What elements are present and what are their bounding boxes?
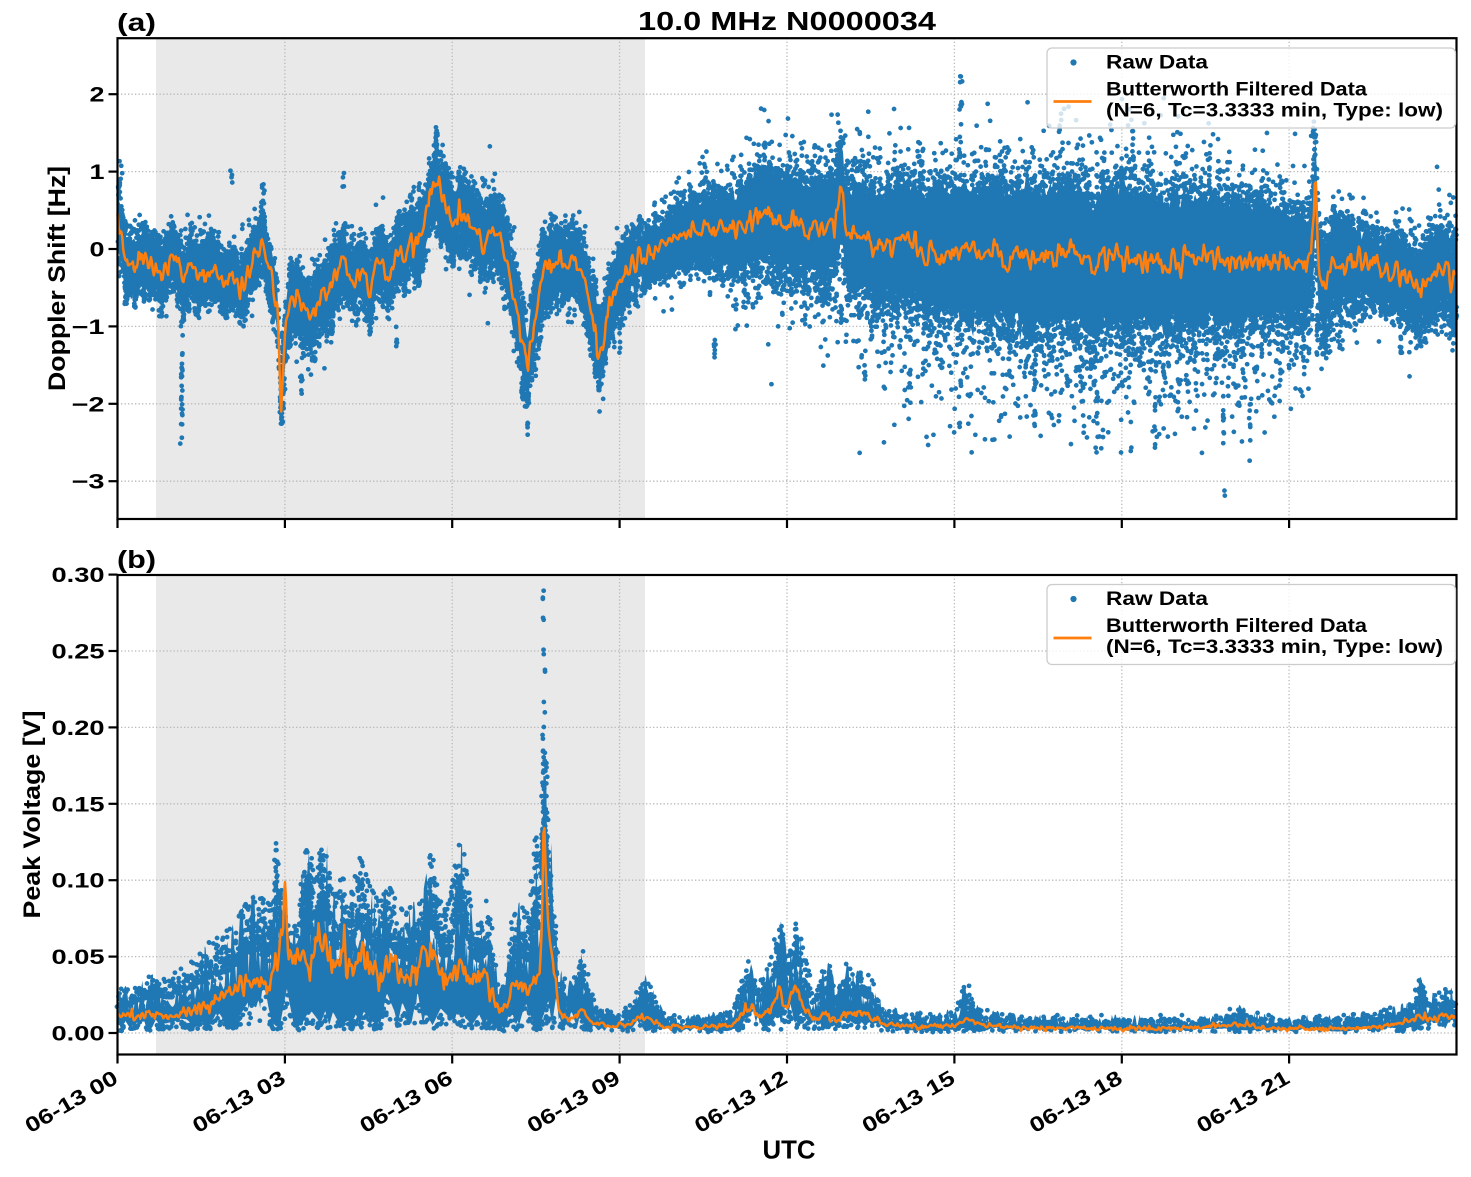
svg-text:0.25: 0.25 bbox=[52, 641, 105, 664]
svg-text:0.00: 0.00 bbox=[52, 1023, 105, 1046]
svg-text:Butterworth Filtered Data: Butterworth Filtered Data bbox=[1106, 616, 1367, 637]
svg-text:0: 0 bbox=[90, 239, 105, 262]
svg-text:Doppler Shift [Hz]: Doppler Shift [Hz] bbox=[44, 166, 71, 391]
svg-text:−2: −2 bbox=[72, 393, 105, 416]
svg-text:(a): (a) bbox=[117, 9, 156, 37]
svg-text:(N=6, Tc=3.3333 min, Type: low: (N=6, Tc=3.3333 min, Type: low) bbox=[1106, 637, 1443, 658]
svg-text:0.30: 0.30 bbox=[52, 564, 105, 587]
svg-text:(N=6, Tc=3.3333 min, Type: low: (N=6, Tc=3.3333 min, Type: low) bbox=[1106, 101, 1443, 122]
svg-text:Raw Data: Raw Data bbox=[1106, 589, 1209, 610]
svg-text:UTC: UTC bbox=[763, 1135, 816, 1165]
svg-text:Peak Voltage [V]: Peak Voltage [V] bbox=[19, 711, 46, 919]
svg-text:0.15: 0.15 bbox=[52, 793, 105, 816]
svg-text:Butterworth Filtered Data: Butterworth Filtered Data bbox=[1106, 80, 1367, 101]
svg-text:10.0 MHz N0000034: 10.0 MHz N0000034 bbox=[638, 6, 937, 36]
svg-text:−1: −1 bbox=[72, 316, 105, 339]
svg-text:0.05: 0.05 bbox=[52, 946, 105, 969]
svg-text:2: 2 bbox=[90, 84, 105, 107]
svg-text:Raw Data: Raw Data bbox=[1106, 53, 1209, 74]
svg-text:(b): (b) bbox=[117, 546, 156, 574]
svg-text:1: 1 bbox=[90, 161, 105, 184]
svg-text:−3: −3 bbox=[72, 471, 105, 494]
svg-text:0.10: 0.10 bbox=[52, 870, 105, 893]
svg-text:0.20: 0.20 bbox=[52, 717, 105, 740]
